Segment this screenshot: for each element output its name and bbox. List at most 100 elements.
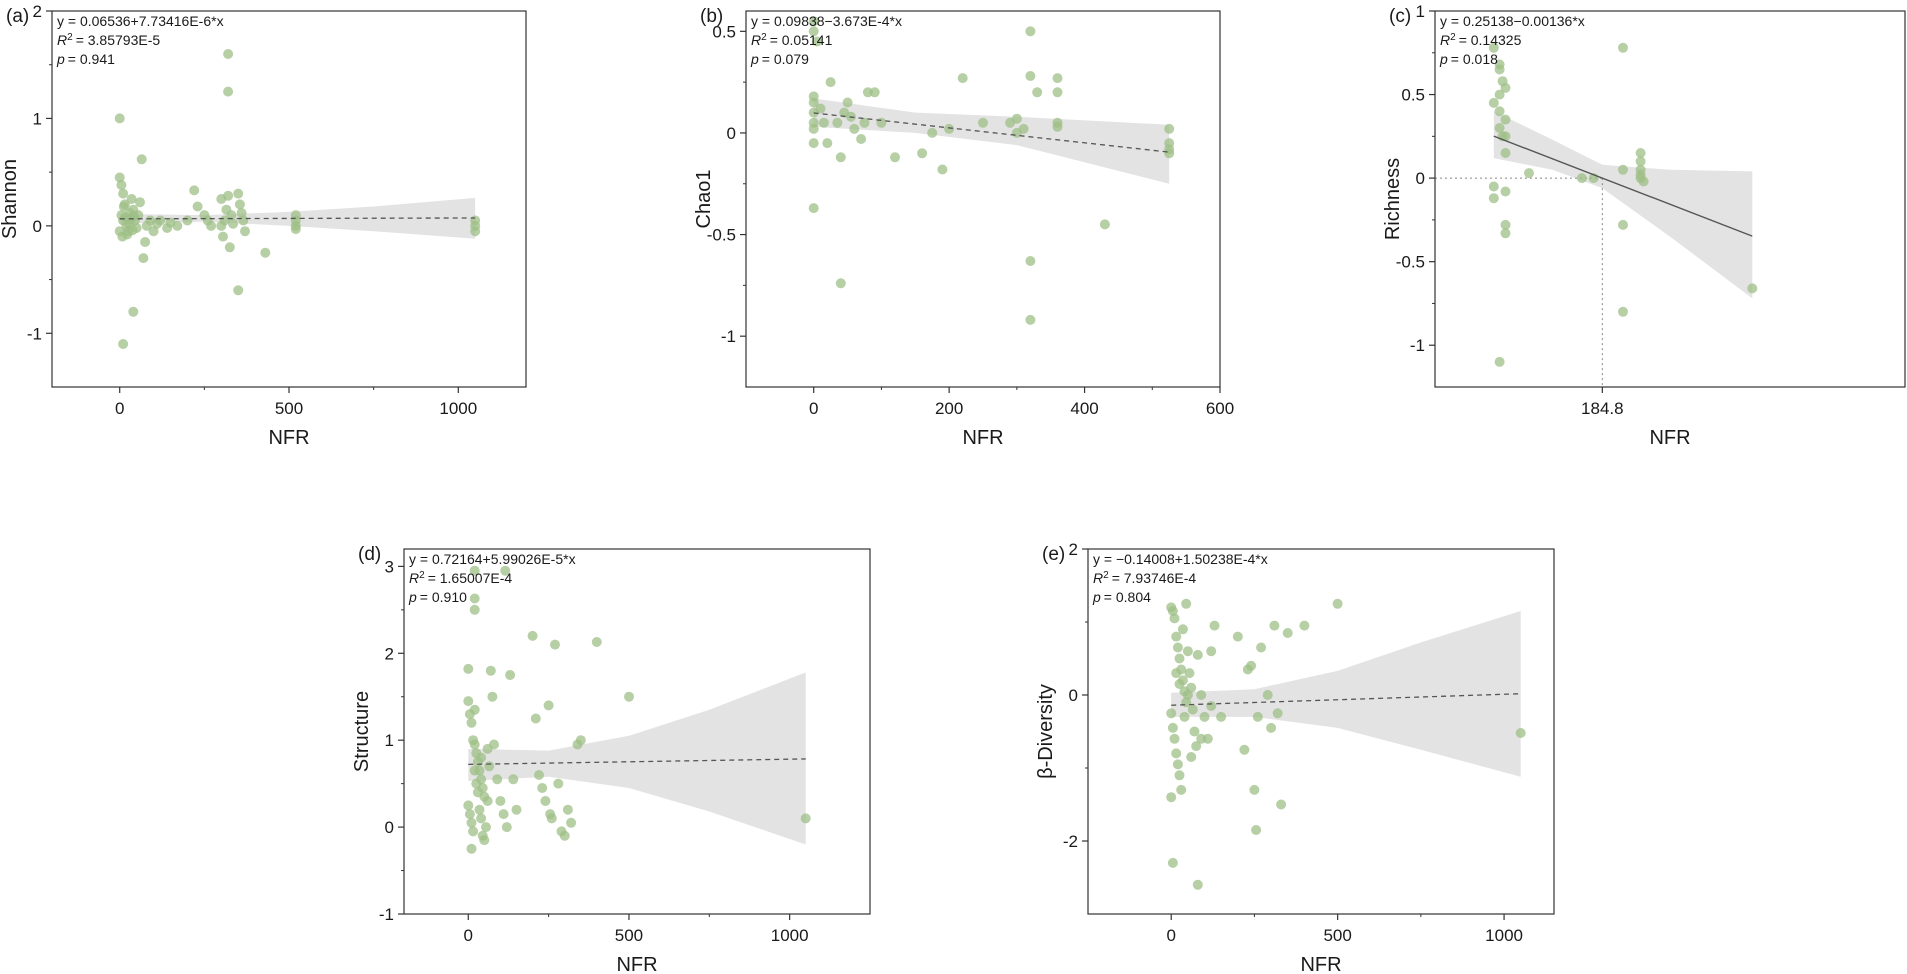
data-point — [1500, 82, 1511, 93]
y-tick-label: 2 — [385, 644, 394, 663]
data-point — [859, 117, 870, 128]
data-point — [466, 717, 477, 728]
panel-label: (e) — [1042, 544, 1065, 565]
data-point — [808, 203, 819, 214]
data-point — [537, 783, 548, 793]
data-point — [553, 778, 564, 789]
data-point — [463, 663, 474, 674]
data-point — [1239, 744, 1250, 755]
y-tick-label: -1 — [721, 327, 736, 346]
plot-area — [463, 565, 811, 854]
x-tick-label: 400 — [1070, 399, 1098, 418]
data-point — [1166, 792, 1177, 803]
data-point — [1747, 283, 1758, 294]
data-point — [559, 830, 570, 841]
data-point — [937, 164, 948, 175]
y-tick-label: 1 — [385, 731, 394, 750]
data-point — [1638, 176, 1649, 187]
data-point — [469, 604, 480, 615]
data-point — [192, 201, 203, 212]
plot-area — [1166, 598, 1526, 890]
data-point — [1199, 711, 1210, 722]
data-point — [540, 796, 551, 806]
data-point — [487, 691, 498, 702]
data-point — [566, 817, 577, 828]
x-axis-label: NFR — [1300, 954, 1341, 974]
data-point — [1184, 668, 1195, 679]
x-tick-label: 0 — [464, 926, 473, 945]
data-point — [957, 73, 968, 84]
y-axis-label: Richness — [1382, 158, 1404, 240]
data-point — [1209, 620, 1220, 631]
data-point — [575, 735, 586, 746]
data-point — [1256, 642, 1267, 653]
data-point — [1196, 690, 1207, 700]
panel-a: 0 500 1000 -1 0 1 2 NFR Shannon (a) y = 0.06536+7.… — [0, 2, 527, 449]
data-point — [469, 565, 480, 576]
data-point — [1174, 679, 1185, 689]
data-point — [822, 138, 833, 149]
y-tick-label: 0 — [33, 217, 42, 236]
data-point — [1488, 97, 1499, 108]
data-point — [1171, 631, 1182, 642]
data-point — [1494, 64, 1505, 75]
data-point — [469, 704, 480, 715]
data-point — [978, 117, 988, 128]
data-point — [1167, 857, 1178, 868]
data-point — [1500, 114, 1511, 125]
data-point — [1176, 784, 1187, 795]
data-point — [260, 247, 271, 258]
data-point — [1025, 71, 1036, 81]
y-tick-label: -0.5 — [707, 226, 736, 245]
data-point — [481, 822, 491, 833]
data-point — [1524, 168, 1534, 179]
data-point — [118, 201, 129, 212]
panel-d: 0 500 1000 -1 0 1 2 3 NFR Structure (d) y = 0.72164… — [351, 544, 871, 974]
confidence-band — [813, 98, 1170, 184]
data-point — [498, 809, 509, 820]
data-point — [1182, 646, 1193, 657]
data-point — [1488, 193, 1499, 204]
data-point — [492, 774, 503, 785]
data-point — [128, 306, 139, 317]
x-tick-label: 1000 — [439, 399, 477, 418]
data-point — [1186, 752, 1197, 762]
data-point — [1192, 879, 1203, 890]
data-point — [223, 86, 234, 97]
data-point — [1174, 770, 1185, 781]
x-axis-label: NFR — [962, 427, 1003, 449]
data-point — [1500, 148, 1511, 158]
data-point — [216, 220, 227, 231]
data-point — [1052, 121, 1063, 132]
data-point — [808, 26, 819, 37]
data-point — [1272, 708, 1283, 719]
data-point — [800, 813, 811, 824]
data-point — [890, 152, 900, 163]
data-point — [808, 138, 819, 149]
data-point — [1500, 219, 1511, 230]
data-point — [118, 188, 129, 199]
y-tick-label: 1 — [1416, 2, 1425, 21]
y-tick-label: -0.5 — [1396, 253, 1425, 272]
data-point — [495, 796, 506, 806]
panel-c: 184.8 -1 -0.5 0 0.5 1 NFR Richness (c) y = 0.2513… — [1382, 2, 1906, 449]
data-point — [1164, 123, 1175, 134]
y-tick-label: 0 — [385, 818, 394, 837]
data-point — [228, 218, 239, 229]
data-point — [825, 77, 836, 88]
data-point — [1166, 708, 1177, 719]
r-squared: R2 = 3.85793E-5 — [57, 32, 160, 49]
data-point — [1635, 156, 1646, 167]
regression-equation: y = 0.25138−0.00136*x — [1440, 13, 1585, 29]
data-point — [1515, 728, 1526, 738]
data-point — [1246, 660, 1257, 671]
data-point — [591, 637, 602, 647]
p-value: p = 0.804 — [1092, 589, 1151, 605]
y-tick-label: 1 — [33, 109, 42, 128]
data-point — [530, 713, 541, 724]
data-point — [1618, 164, 1628, 175]
data-point — [238, 215, 249, 226]
panel-label: (b) — [700, 6, 723, 27]
data-point — [482, 796, 493, 806]
y-tick-label: 0 — [1069, 686, 1078, 705]
